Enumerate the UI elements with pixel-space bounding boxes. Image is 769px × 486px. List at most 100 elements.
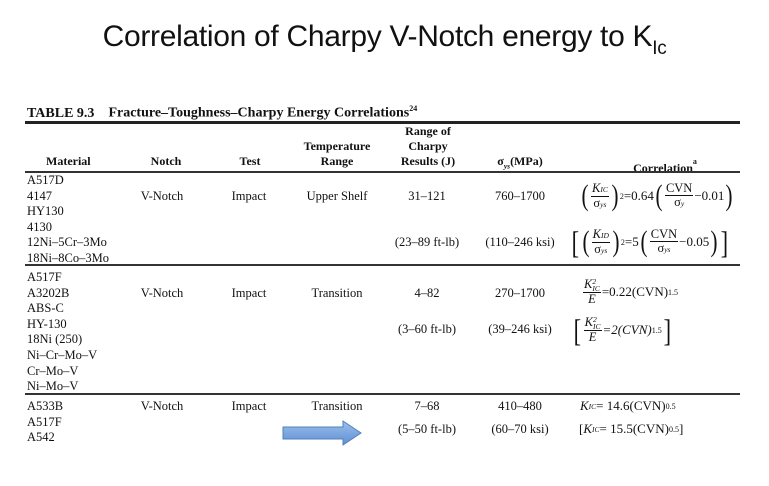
fraction: KID σys [591, 226, 610, 257]
k-scripts: 2 IC [592, 277, 600, 294]
group3-charpy-us: (5–50 ft-lb) [398, 422, 456, 436]
header-temperature-range: Temperature Range [304, 139, 371, 169]
header-material: Material [46, 154, 91, 168]
group2-correlation-si: K 2 IC E =0.22(CVN) 1.5 [582, 276, 678, 308]
header-yield-strength: σys(MPa) [497, 154, 542, 173]
sigma-subscript: y [680, 199, 685, 208]
group2-charpy-si: 4–82 [414, 286, 440, 300]
k-superscript: 2 [593, 315, 597, 325]
group2-sigma-si: 270–1700 [495, 286, 545, 300]
group2-correlation-us: [ K 2 IC E =2(CVN) 1.5 ] [572, 313, 672, 347]
table-title: Fracture–Toughness–Charpy Energy Correla… [108, 105, 410, 121]
group2-notch: V-Notch [140, 286, 184, 300]
title-subscript: Ic [652, 38, 667, 59]
group1-notch: V-Notch [140, 189, 184, 203]
paren-open: ( [640, 225, 648, 258]
group3-notch: V-Notch [140, 399, 184, 413]
right-hand-side: =2(CVN) [602, 322, 652, 337]
k-subscript: ID [601, 230, 609, 240]
numerator: K 2 IC [583, 277, 601, 294]
group3-materials: A533B A517F A542 [27, 399, 63, 446]
header-bottom-rule [25, 171, 740, 173]
k-symbol: K [584, 314, 593, 329]
header-temperature-line2: Range [320, 154, 354, 168]
coefficient: =5 [624, 234, 639, 249]
header-charpy-line1: Range of [405, 124, 451, 138]
paren-close: ) [611, 179, 619, 212]
k-superscript: 2 [592, 277, 597, 287]
right-hand-side: = 14.6(CVN) [596, 398, 666, 413]
numerator: KIC [591, 180, 609, 197]
slide-title: Correlation of Charpy V-Notch energy to … [0, 20, 769, 59]
bracket-close: ] [663, 312, 671, 348]
bracket-open: [ [571, 224, 580, 260]
right-hand-side: =0.22(CVN) [601, 284, 669, 299]
fraction: KIC σys [591, 180, 609, 211]
k-subscript: IC [592, 284, 600, 294]
group2-temperature: Transition [311, 286, 363, 300]
material-item: 18Ni (250) [27, 332, 83, 347]
paren-open: ( [655, 179, 663, 212]
fraction: K 2 IC E [583, 277, 601, 307]
sigma-subscript: ys [664, 245, 671, 254]
denominator: E [588, 292, 596, 307]
material-item: 12Ni–5Cr–3Mo [27, 235, 107, 250]
group1-test: Impact [231, 189, 267, 203]
exponent: 2 [619, 191, 624, 201]
denominator: σys [657, 242, 670, 256]
offset: −0.01 [694, 188, 725, 203]
group1-sigma-si: 760–1700 [495, 189, 545, 203]
material-item: 4130 [27, 219, 52, 234]
header-temperature-line1: Temperature [303, 139, 371, 153]
correlation-footnote-mark: a [692, 157, 697, 166]
group1-charpy-us: (23–89 ft-lb) [394, 235, 460, 249]
material-item: HY-130 [27, 316, 67, 331]
group1-correlation-si: ( KIC σys ) 2 =0.64 ( CVN σy −0.01 ) [580, 180, 734, 212]
material-item: ABS-C [27, 301, 64, 316]
numerator: K 2 IC [583, 314, 602, 332]
header-charpy-range: Range of Charpy Results (J) [401, 124, 455, 169]
paren-open: ( [581, 179, 589, 212]
k-subscript: IC [592, 424, 600, 434]
header-notch: Notch [150, 154, 182, 168]
group2-charpy-us: (3–60 ft-lb) [398, 322, 456, 336]
group3-sigma-us: (60–70 ksi) [491, 422, 549, 436]
material-item: Ni–Mo–V [27, 379, 79, 394]
sigma-symbol: σ [594, 241, 602, 256]
group3-test: Impact [231, 399, 267, 413]
sigma-subscript: ys [503, 161, 511, 171]
paren-open: ( [582, 225, 590, 258]
paren-close: ) [612, 225, 620, 258]
group1-sigma-us: (110–246 ksi) [485, 235, 555, 249]
numerator: CVN [649, 227, 679, 242]
k-symbol: K [583, 421, 593, 436]
right-arrow-icon [282, 420, 362, 446]
material-item: A533B [27, 399, 64, 413]
exponent: 0.5 [665, 401, 676, 411]
exponent: 1.5 [668, 287, 679, 297]
table-caption: TABLE 9.3 Fracture–Toughness–Charpy Energ… [27, 104, 417, 122]
exponent: 2 [620, 237, 625, 247]
material-item: A517D [27, 173, 64, 187]
exponent: 0.5 [668, 424, 679, 434]
material-item: 18Ni–8Co–3Mo [27, 250, 109, 265]
paren-close: ) [710, 225, 718, 258]
bracket-open: [ [573, 312, 582, 348]
bracket-close: ] [678, 421, 684, 436]
group1-charpy-si: 31–121 [408, 189, 446, 203]
fraction: CVN σy [664, 182, 694, 210]
coefficient: =0.64 [623, 188, 654, 203]
group3-charpy-si: 7–68 [414, 399, 440, 413]
denominator: σys [594, 241, 607, 257]
group1-correlation-us: [ ( KID σys ) 2 =5 ( CVN σys −0.05 ) ] [570, 226, 730, 258]
sigma-unit: (MPa) [510, 154, 543, 168]
denominator: E [588, 330, 597, 345]
material-item: Cr–Mo–V [27, 363, 79, 378]
material-item: A3202B [27, 285, 70, 300]
title-main: Correlation of Charpy V-Notch energy to … [102, 20, 653, 53]
bracket-open: [ [579, 421, 584, 436]
group1-bottom-rule [25, 264, 740, 266]
k-symbol: K [592, 226, 601, 241]
k-symbol: K [592, 180, 601, 195]
group3-correlation-si: K IC = 14.6(CVN) 0.5 [580, 398, 676, 414]
